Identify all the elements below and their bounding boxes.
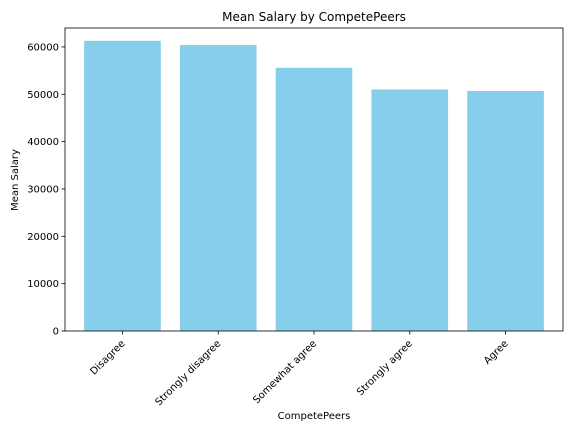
x-tick-label-somewhat-agree: Somewhat agree (251, 338, 319, 406)
y-tick-label: 30000 (27, 184, 59, 195)
bar-agree (467, 90, 544, 331)
bar-somewhat-agree (275, 67, 353, 332)
bar-disagree (84, 40, 161, 331)
y-tick-label: 10000 (27, 279, 59, 290)
plot-frame (64, 27, 564, 332)
x-tick-label-disagree: Disagree (88, 338, 127, 377)
chart-title: Mean Salary by CompetePeers (222, 10, 406, 24)
y-tick-label: 0 (53, 327, 59, 338)
y-tick-label: 20000 (27, 232, 59, 243)
y-tick-label: 40000 (27, 137, 59, 148)
bar-strongly-agree (371, 89, 449, 331)
y-axis-label: Mean Salary (10, 149, 21, 211)
x-tick-label-agree: Agree (482, 338, 511, 367)
x-tick-label-strongly-disagree: Strongly disagree (153, 338, 223, 408)
x-axis-label: CompetePeers (278, 411, 351, 422)
bar-strongly-disagree (179, 45, 257, 331)
y-tick-label: 50000 (27, 90, 59, 101)
x-tick-label-strongly-agree: Strongly agree (355, 338, 415, 398)
y-tick-label: 60000 (27, 42, 59, 53)
